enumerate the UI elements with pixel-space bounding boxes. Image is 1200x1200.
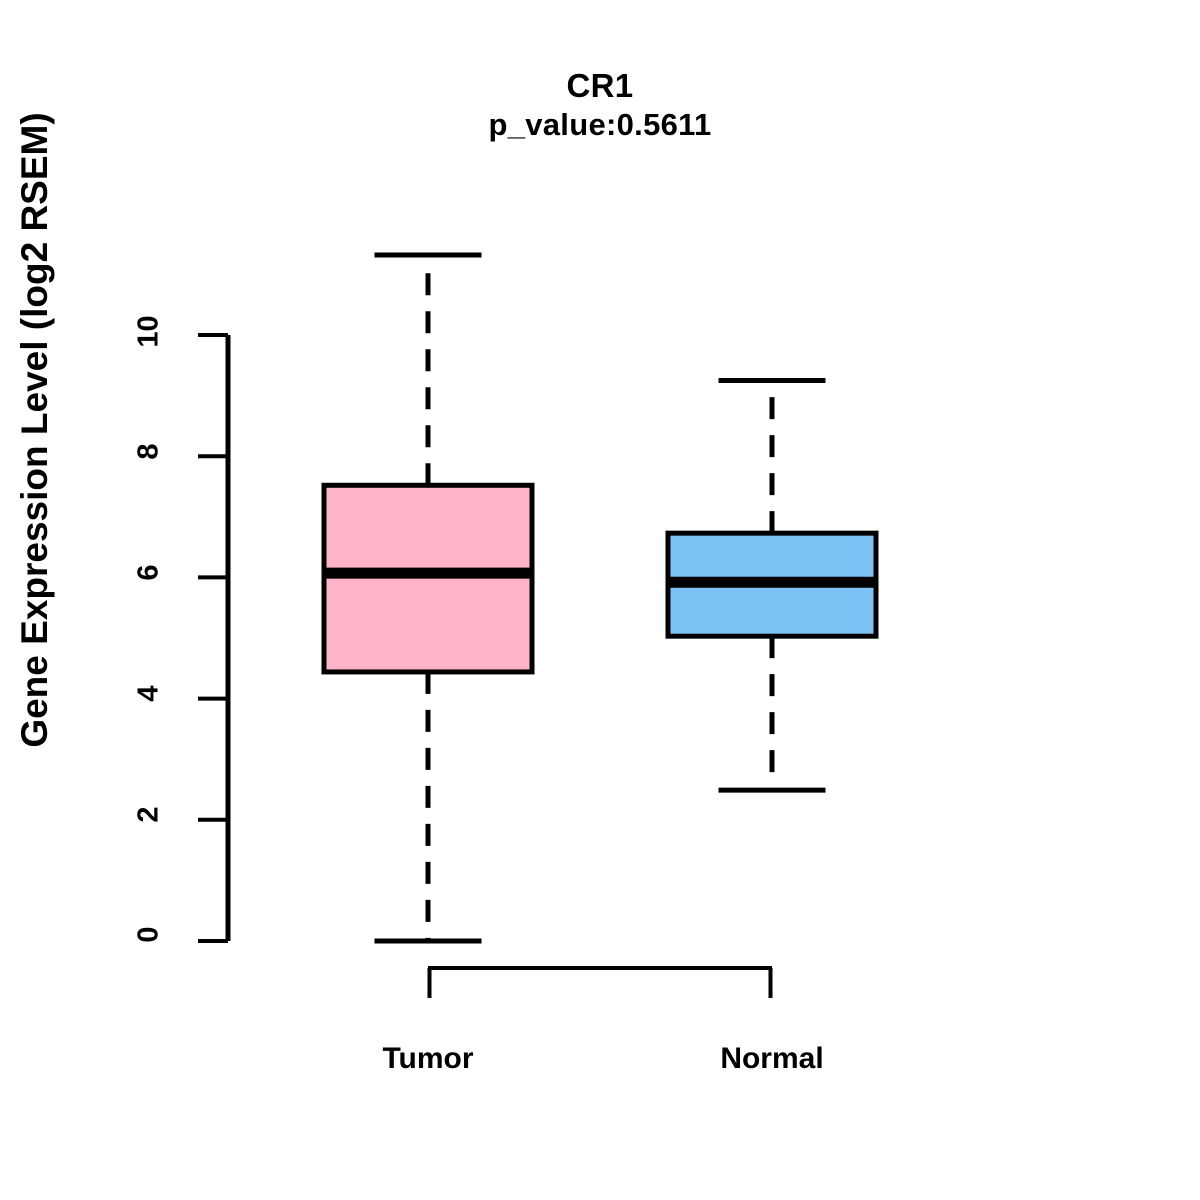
y-tick-label-6: 6 [132, 564, 165, 581]
y-tick-label-8: 8 [132, 443, 165, 460]
chart-subtitle-pvalue: p_value:0.5611 [488, 107, 712, 143]
box-normal [665, 377, 879, 793]
y-tick-label-10: 10 [132, 315, 165, 348]
x-tick-label-tumor: Tumor [382, 1042, 474, 1075]
x-tick-label-normal: Normal [720, 1042, 824, 1075]
y-tick-label-4: 4 [132, 685, 165, 702]
y-tick-label-0: 0 [132, 926, 165, 943]
box-tumor [321, 252, 535, 944]
page-title: CR1 [566, 67, 634, 104]
y-axis [198, 333, 231, 943]
x-axis [427, 966, 773, 998]
y-tick-label-2: 2 [132, 806, 165, 823]
title-block: CR1 p_value:0.5611 [0, 66, 1200, 144]
